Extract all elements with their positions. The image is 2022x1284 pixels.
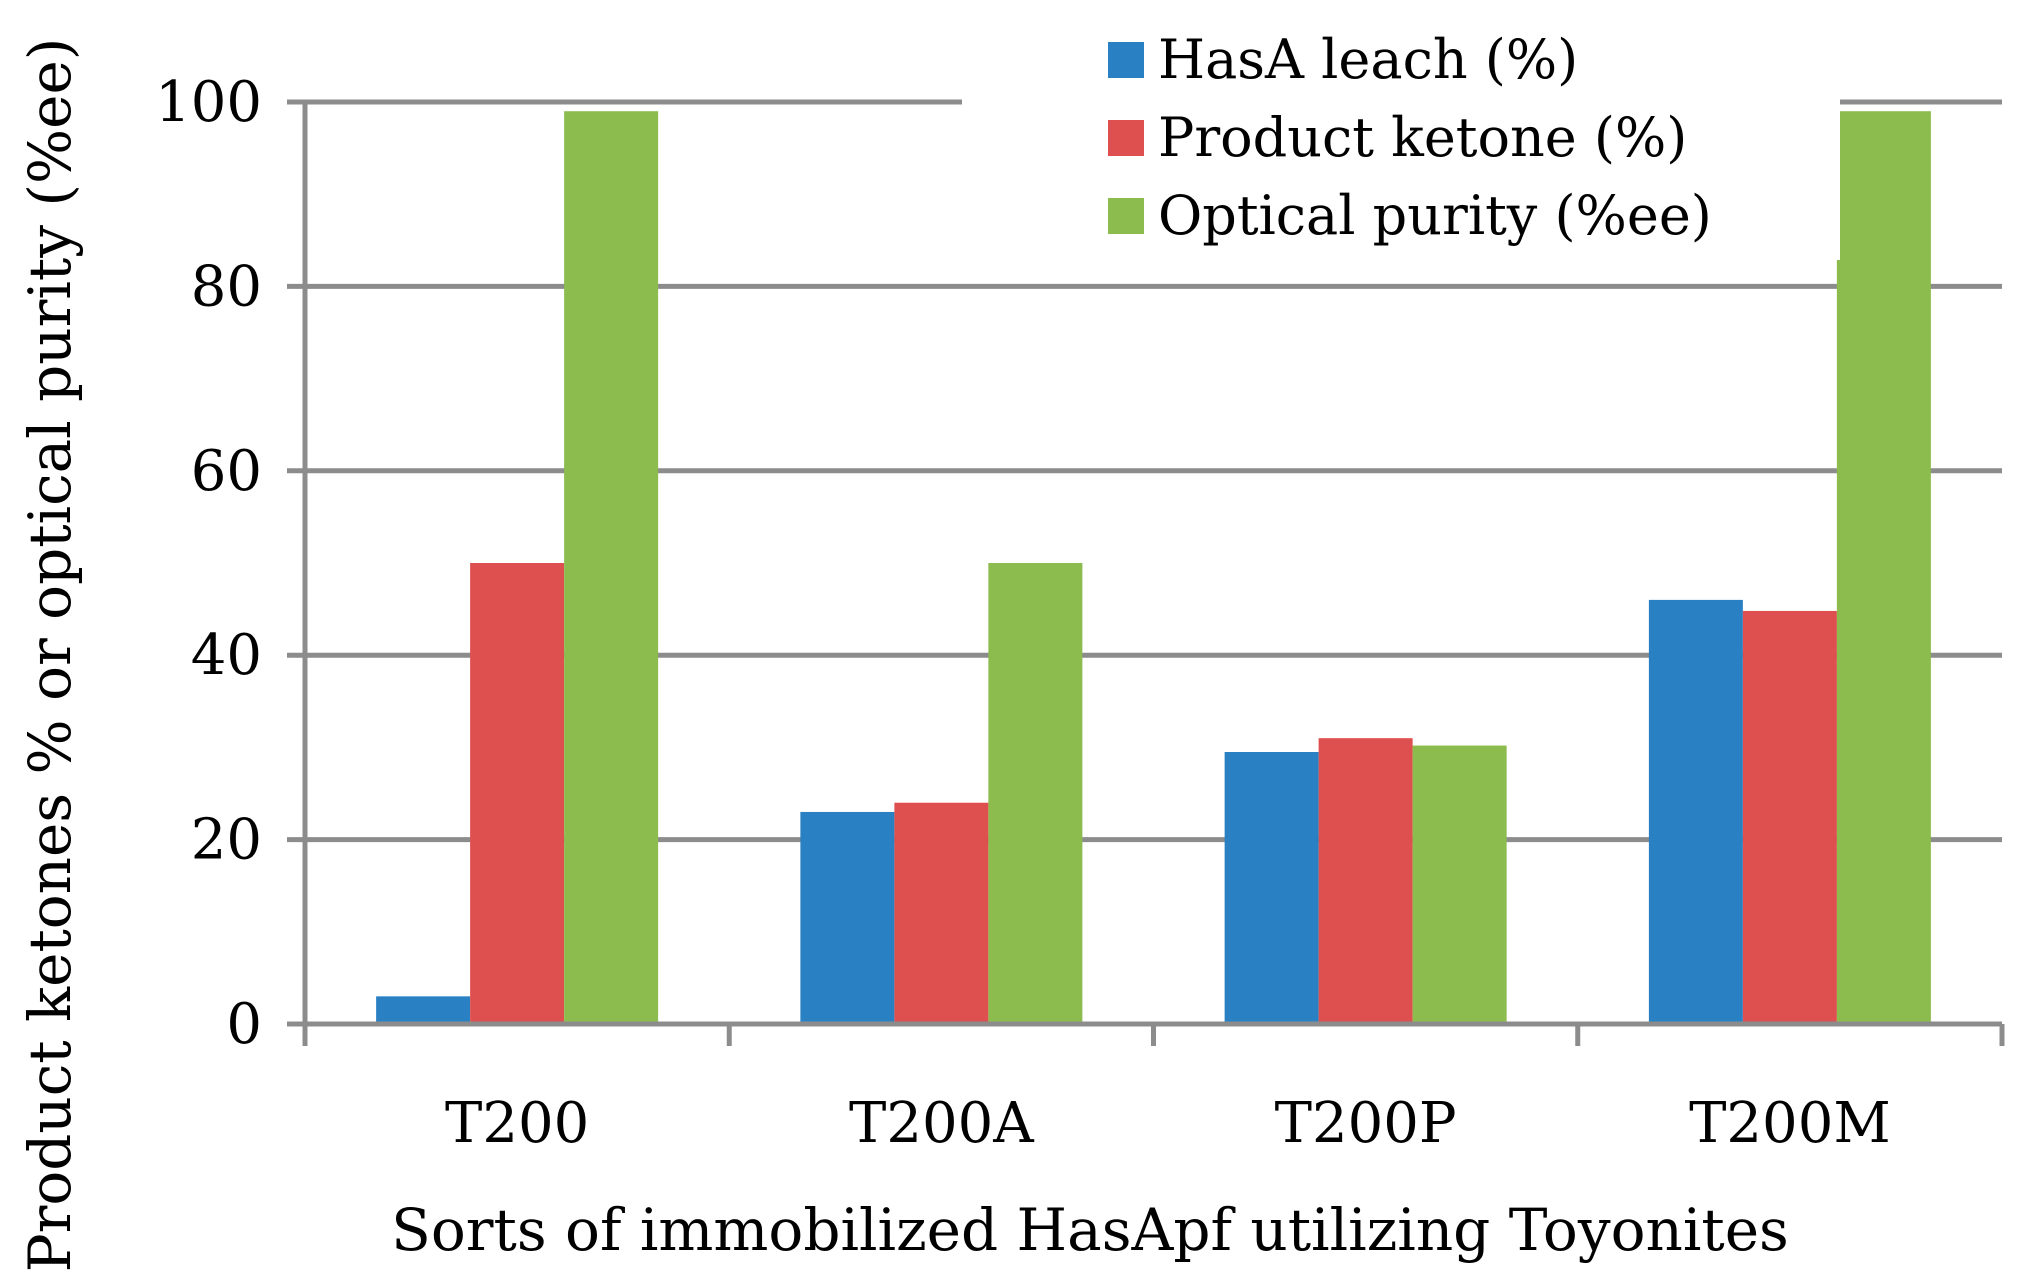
y-tick-label: 100 <box>155 70 262 135</box>
x-axis-title: Sorts of immobilized HasApf utilizing To… <box>391 1196 1789 1264</box>
legend-label: HasA leach (%) <box>1158 28 1578 91</box>
legend-label: Product ketone (%) <box>1158 106 1687 169</box>
bar-T200P-1 <box>1224 752 1319 1024</box>
bar-T200A-2 <box>894 802 989 1024</box>
y-tick-label: 20 <box>191 808 262 873</box>
y-tick-label: 40 <box>191 623 262 688</box>
bar-T200A-3 <box>988 563 1083 1024</box>
bar-T200M-2 <box>1742 610 1837 1024</box>
x-tick-label: T200P <box>1275 1091 1457 1156</box>
bar-T200M-3 <box>1836 111 1931 1025</box>
bar-T200-1 <box>376 996 471 1024</box>
axes <box>287 102 2005 1046</box>
bar-T200M-1 <box>1648 599 1743 1024</box>
legend-swatch <box>1108 198 1144 234</box>
x-tick-label: T200A <box>849 1091 1034 1156</box>
bar-T200A-1 <box>800 811 895 1024</box>
legend-swatch <box>1108 120 1144 156</box>
bar-T200P-2 <box>1318 738 1413 1024</box>
x-tick-label: T200 <box>445 1091 589 1156</box>
y-tick-labels: 0 20 40 60 80 100 <box>155 70 262 1057</box>
bars <box>376 111 1931 1025</box>
bar-T200P-3 <box>1412 745 1507 1024</box>
x-tick-label: T200M <box>1689 1091 1891 1156</box>
y-axis-title: Product ketones % or optical purity (%ee… <box>16 38 84 1273</box>
legend: HasA leach (%) Product ketone (%) Optical … <box>962 20 1840 260</box>
x-tick-labels: T200 T200A T200P T200M <box>445 1091 1891 1156</box>
legend-label: Optical purity (%ee) <box>1158 184 1712 247</box>
legend-swatch <box>1108 42 1144 78</box>
bar-T200-3 <box>564 111 659 1025</box>
y-tick-label: 60 <box>191 439 262 504</box>
y-tick-label: 80 <box>191 254 262 319</box>
y-tick-label: 0 <box>226 992 262 1057</box>
bar-T200-2 <box>470 563 565 1024</box>
